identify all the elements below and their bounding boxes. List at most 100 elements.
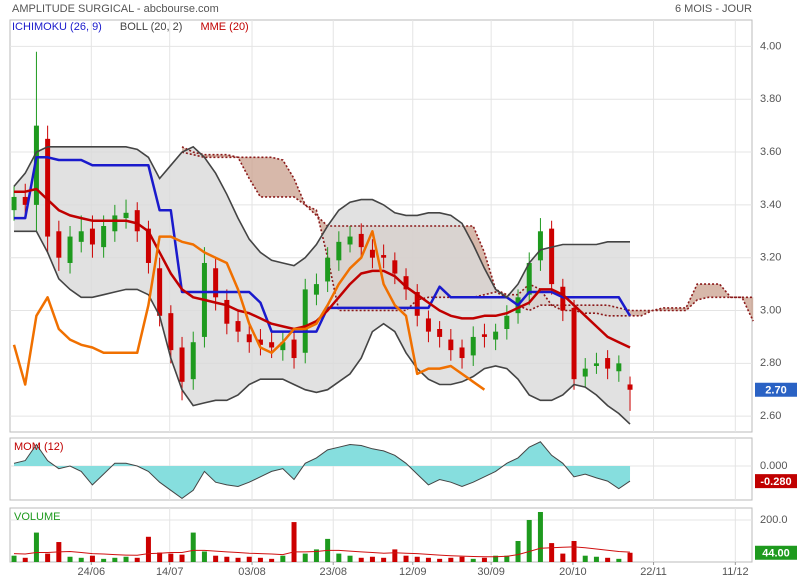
volume-bar — [190, 532, 196, 562]
panel-frame — [9, 507, 753, 563]
volume-bar — [257, 557, 263, 562]
candle-body — [168, 313, 174, 351]
chart-title: AMPLITUDE SURGICAL - abcbourse.com — [12, 3, 219, 15]
x-tick-label: 22/11 — [640, 566, 667, 578]
candle-body — [45, 138, 51, 237]
volume-bar — [392, 549, 398, 562]
candle-body — [336, 241, 342, 261]
volume-bar — [381, 557, 387, 562]
candle-body — [358, 233, 364, 248]
volume-bar — [269, 558, 275, 562]
volume-bar — [179, 554, 185, 562]
volume-bar — [369, 556, 375, 562]
volume-bar — [526, 519, 532, 562]
candle-body — [605, 358, 611, 369]
candle-body — [425, 318, 431, 332]
volume-bar — [22, 557, 28, 562]
volume-bar — [515, 540, 521, 562]
volume-bar — [45, 553, 51, 562]
volume-bar — [168, 553, 174, 562]
volume-bar — [358, 557, 364, 562]
volume-bar — [201, 551, 207, 562]
candle-body — [627, 384, 633, 390]
volume-bar — [302, 553, 308, 562]
volume-bar — [280, 555, 286, 562]
x-tick-label: 30/09 — [477, 566, 505, 578]
candle-body — [67, 236, 73, 263]
volume-bar — [213, 555, 219, 562]
volume-bar — [134, 557, 140, 562]
y-tick-label: 3.40 — [760, 199, 781, 211]
bollinger-upper — [13, 145, 630, 299]
volume-bar — [504, 555, 510, 562]
panel-title: MOM (12) — [14, 441, 64, 453]
volume-bar — [11, 555, 17, 562]
candle-body — [459, 347, 465, 359]
volume-bar — [537, 511, 543, 562]
cloud-edge — [181, 146, 754, 317]
volume-bar — [448, 557, 454, 562]
volume-bar — [414, 556, 420, 562]
y-tick-label: 0.000 — [760, 460, 788, 472]
candle-body — [123, 212, 129, 219]
x-tick-label: 03/08 — [238, 566, 266, 578]
candle-body — [470, 336, 476, 356]
x-tick-label: 14/07 — [156, 566, 184, 578]
candle-body — [291, 339, 297, 359]
y-tick-label: 200.0 — [760, 514, 788, 526]
volume-bar — [157, 552, 163, 562]
candle-body — [112, 215, 118, 232]
volume-bar — [593, 556, 599, 562]
candle-body — [481, 334, 487, 337]
candle-body — [369, 249, 375, 258]
chart-subtitle: 6 MOIS - JOUR — [675, 3, 752, 15]
volume-bar — [627, 552, 633, 562]
momentum-area — [14, 441, 631, 499]
candle-body — [224, 299, 230, 324]
volume-bar — [549, 543, 555, 562]
y-tick-label: 3.00 — [760, 304, 781, 316]
candle-body — [235, 321, 241, 332]
volume-bar — [437, 558, 443, 562]
volume-bar — [78, 557, 84, 562]
volume-bar — [89, 555, 95, 562]
candle-body — [280, 342, 286, 351]
candle-body — [11, 196, 17, 211]
candle-body — [504, 315, 510, 329]
volume-bar — [459, 556, 465, 562]
volume-bar — [246, 556, 252, 562]
y-tick-label: 3.20 — [760, 252, 781, 264]
candle-body — [392, 260, 398, 274]
current-value-box — [755, 382, 797, 397]
candle-body — [526, 262, 532, 295]
candle-body — [22, 196, 28, 205]
volume-bar — [605, 557, 611, 562]
panel-frame — [9, 437, 753, 501]
legend-entry: BOLL (20, 2) — [120, 21, 183, 33]
volume-bar — [291, 522, 297, 562]
volume-bar — [425, 557, 431, 562]
candle-body — [302, 289, 308, 353]
candle-body — [549, 228, 555, 285]
indicator-line — [14, 156, 632, 333]
volume-bar — [67, 556, 73, 562]
panel-title: VOLUME — [14, 511, 60, 523]
candle-body — [571, 307, 577, 380]
candle-body — [179, 347, 185, 382]
current-value-label: 2.70 — [765, 385, 786, 397]
current-value-box — [755, 474, 797, 489]
candle-body — [145, 228, 151, 263]
candle-body — [157, 268, 163, 316]
candle-body — [537, 231, 543, 261]
volume-bar — [145, 536, 151, 562]
volume-bar — [123, 556, 129, 562]
candle-body — [33, 125, 39, 205]
candle-body — [582, 368, 588, 377]
indicator-line — [12, 230, 486, 391]
candle-body — [448, 339, 454, 351]
candle-body — [190, 342, 196, 380]
x-tick-label: 12/09 — [399, 566, 427, 578]
momentum-line — [13, 441, 631, 500]
